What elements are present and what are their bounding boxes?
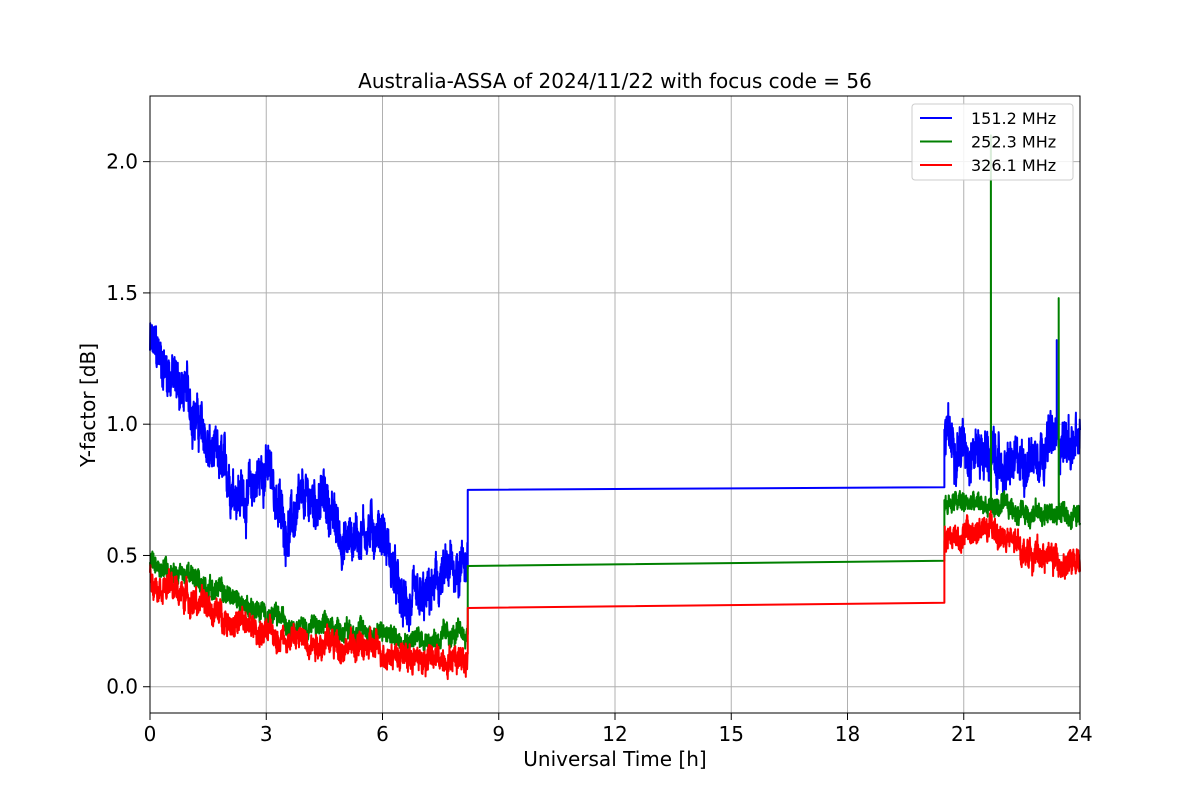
y-tick-label: 0.0 bbox=[106, 675, 138, 699]
series-line bbox=[149, 510, 1081, 681]
x-tick-label: 18 bbox=[835, 722, 860, 746]
x-axis-label: Universal Time [h] bbox=[523, 747, 706, 771]
y-tick-label: 0.5 bbox=[106, 543, 138, 567]
y-tick-label: 1.0 bbox=[106, 412, 138, 436]
legend-label: 252.3 MHz bbox=[971, 133, 1056, 152]
legend-box bbox=[911, 103, 1074, 181]
legend: 151.2 MHz 252.3 MHz 326.1 MHz bbox=[911, 103, 1074, 181]
legend-label: 151.2 MHz bbox=[971, 109, 1056, 128]
x-tick-label: 15 bbox=[719, 722, 744, 746]
x-axis-ticks: 0 3 6 9 12 15 18 21 24 bbox=[144, 713, 1093, 746]
y-tick-label: 2.0 bbox=[106, 150, 138, 174]
x-tick-label: 24 bbox=[1067, 722, 1092, 746]
y-tick-label: 1.5 bbox=[106, 281, 138, 305]
x-tick-label: 6 bbox=[376, 722, 389, 746]
x-tick-label: 0 bbox=[144, 722, 157, 746]
series-line bbox=[149, 134, 1081, 657]
x-tick-label: 9 bbox=[492, 722, 505, 746]
x-tick-label: 12 bbox=[602, 722, 627, 746]
chart-title: Australia-ASSA of 2024/11/22 with focus … bbox=[358, 69, 872, 93]
y-axis-label: Y-factor [dB] bbox=[76, 343, 100, 468]
y-axis-ticks: 0.0 0.5 1.0 1.5 2.0 bbox=[106, 150, 150, 699]
series-line bbox=[149, 322, 1081, 633]
x-tick-label: 21 bbox=[951, 722, 976, 746]
legend-label: 326.1 MHz bbox=[971, 156, 1056, 175]
x-tick-label: 3 bbox=[260, 722, 273, 746]
series-layer bbox=[149, 134, 1081, 681]
